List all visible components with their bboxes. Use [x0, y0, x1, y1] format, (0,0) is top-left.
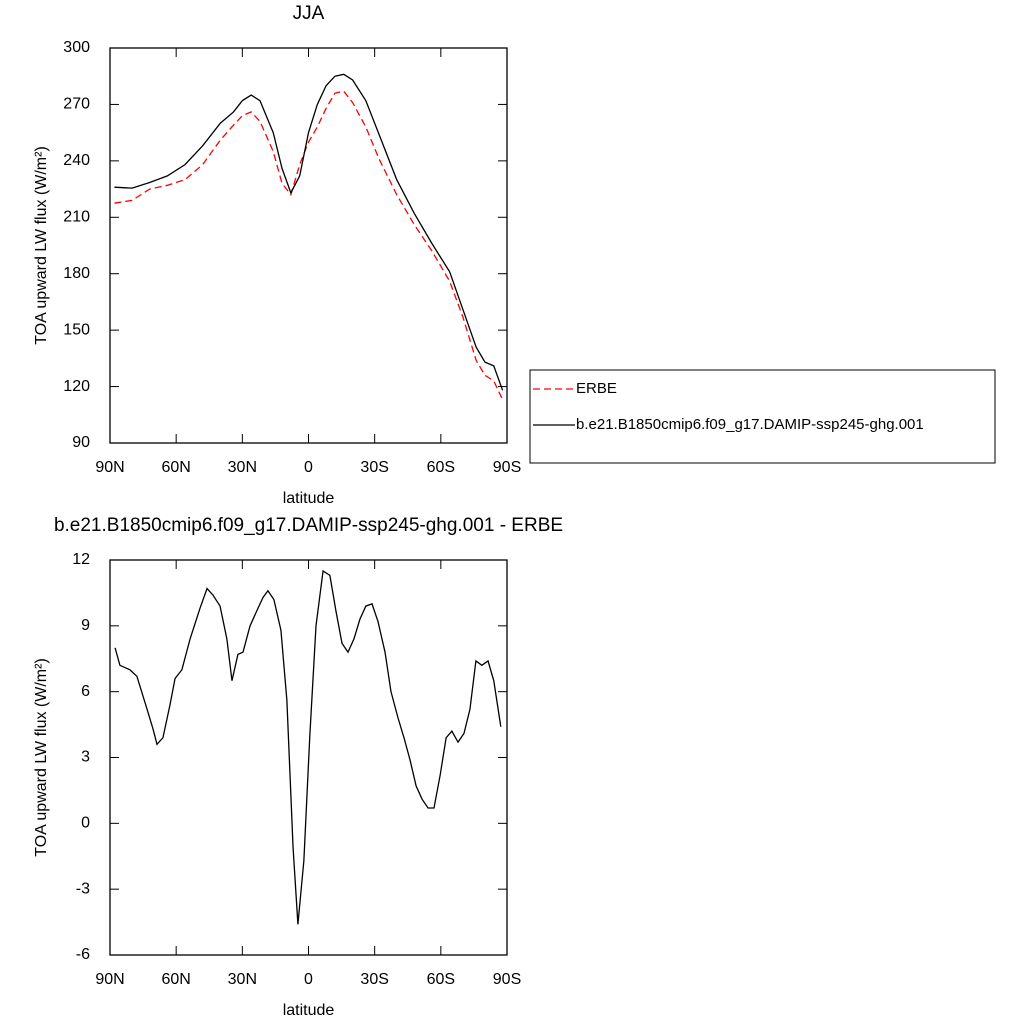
- y-axis-label: TOA upward LW flux (W/m²): [33, 658, 50, 857]
- x-tick-label: 60S: [427, 971, 455, 988]
- x-tick-label: 90S: [493, 459, 521, 476]
- chart-title: b.e21.B1850cmip6.f09_g17.DAMIP-ssp245-gh…: [54, 515, 563, 536]
- plot-frame: [109, 47, 508, 444]
- x-tick-label: 90N: [95, 459, 124, 476]
- x-tick-label: 30N: [228, 971, 257, 988]
- x-tick-label: 0: [304, 971, 313, 988]
- y-tick-label: 12: [72, 551, 90, 568]
- legend-label: ERBE: [576, 380, 617, 397]
- y-tick-label: 9: [81, 617, 90, 634]
- x-axis-label: latitude: [283, 490, 335, 507]
- data-line: [114, 90, 504, 401]
- y-tick-label: -6: [76, 946, 90, 963]
- x-tick-label: 30S: [360, 459, 388, 476]
- y-tick-label: 180: [63, 265, 90, 282]
- data-line: [114, 569, 502, 925]
- plot-frame: [109, 559, 508, 956]
- y-tick-label: 300: [63, 39, 90, 56]
- y-tick-label: 240: [63, 152, 90, 169]
- y-tick-label: 150: [63, 321, 90, 338]
- chart-title: JJA: [293, 3, 325, 24]
- y-tick-label: 120: [63, 378, 90, 395]
- y-tick-label: 90: [72, 434, 90, 451]
- x-tick-label: 90N: [95, 971, 124, 988]
- legend-label: b.e21.B1850cmip6.f09_g17.DAMIP-ssp245-gh…: [576, 416, 924, 433]
- x-tick-label: 90S: [493, 971, 521, 988]
- x-tick-label: 30N: [228, 459, 257, 476]
- y-tick-label: 6: [81, 683, 90, 700]
- data-line: [114, 73, 504, 391]
- y-tick-label: 3: [81, 749, 90, 766]
- x-axis-label: latitude: [283, 1002, 335, 1019]
- y-tick-label: 270: [63, 96, 90, 113]
- legend-box: [529, 369, 996, 464]
- x-tick-label: 0: [304, 459, 313, 476]
- x-tick-label: 60N: [161, 459, 190, 476]
- y-axis-label: TOA upward LW flux (W/m²): [33, 146, 50, 345]
- x-tick-label: 30S: [360, 971, 388, 988]
- y-tick-label: 0: [81, 815, 90, 832]
- x-tick-label: 60N: [161, 971, 190, 988]
- x-tick-label: 60S: [427, 459, 455, 476]
- y-tick-label: 210: [63, 209, 90, 226]
- y-tick-label: -3: [76, 880, 90, 897]
